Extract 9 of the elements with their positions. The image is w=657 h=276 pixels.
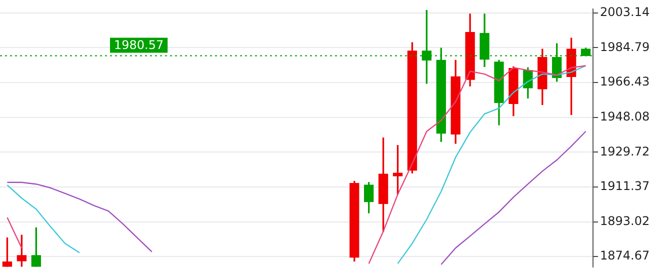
y-tick-label: 1966.43 [600,74,650,89]
y-tick-label: 1948.08 [600,109,650,124]
y-tick-label: 1929.72 [600,144,650,158]
y-tick-label: 1874.67 [600,248,650,263]
y-tick-label: 1911.37 [600,179,650,194]
y-tick-label: 1893.02 [600,214,650,228]
y-tick-label: 2003.14 [600,5,650,20]
ref-line-label: 1980.57 [114,38,164,52]
y-tick-label: 1984.79 [600,40,650,54]
